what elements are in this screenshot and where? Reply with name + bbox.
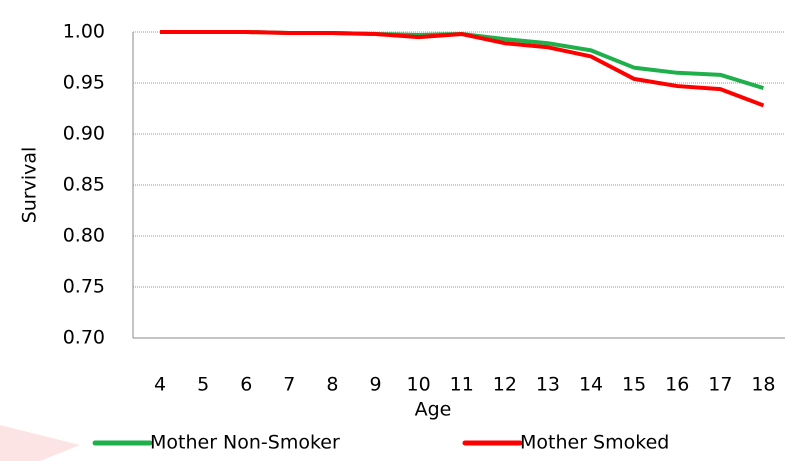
y-axis-label: Survival bbox=[19, 147, 41, 224]
series-line bbox=[160, 30, 765, 91]
y-tick-label: 0.80 bbox=[63, 225, 105, 247]
x-tick-label: 14 bbox=[579, 374, 603, 396]
y-tick-label: 0.70 bbox=[63, 327, 105, 349]
x-tick-label: 15 bbox=[622, 374, 646, 396]
y-tick-label: 0.85 bbox=[63, 174, 105, 196]
x-tick-label: 6 bbox=[240, 374, 252, 396]
x-tick-label: 8 bbox=[326, 374, 338, 396]
x-tick-label: 4 bbox=[154, 374, 166, 396]
y-tick-label: 0.95 bbox=[63, 72, 105, 94]
x-tick-label: 13 bbox=[536, 374, 560, 396]
decoration bbox=[0, 425, 80, 461]
y-tick-label: 0.75 bbox=[63, 276, 105, 298]
x-tick-label: 18 bbox=[751, 374, 775, 396]
x-tick-label: 7 bbox=[283, 374, 295, 396]
legend-label: Mother Smoked bbox=[520, 432, 669, 454]
y-tick-label: 1.00 bbox=[63, 21, 105, 43]
series-line bbox=[160, 30, 765, 108]
x-tick-label: 9 bbox=[370, 374, 382, 396]
x-axis-label: Age bbox=[415, 399, 452, 421]
y-tick-label: 0.90 bbox=[63, 123, 105, 145]
x-tick-label: 11 bbox=[450, 374, 474, 396]
x-tick-label: 16 bbox=[665, 374, 689, 396]
x-tick-label: 5 bbox=[197, 374, 209, 396]
x-tick-label: 12 bbox=[493, 374, 517, 396]
x-tick-label: 17 bbox=[708, 374, 732, 396]
legend-label: Mother Non-Smoker bbox=[150, 432, 340, 454]
x-tick-label: 10 bbox=[407, 374, 431, 396]
